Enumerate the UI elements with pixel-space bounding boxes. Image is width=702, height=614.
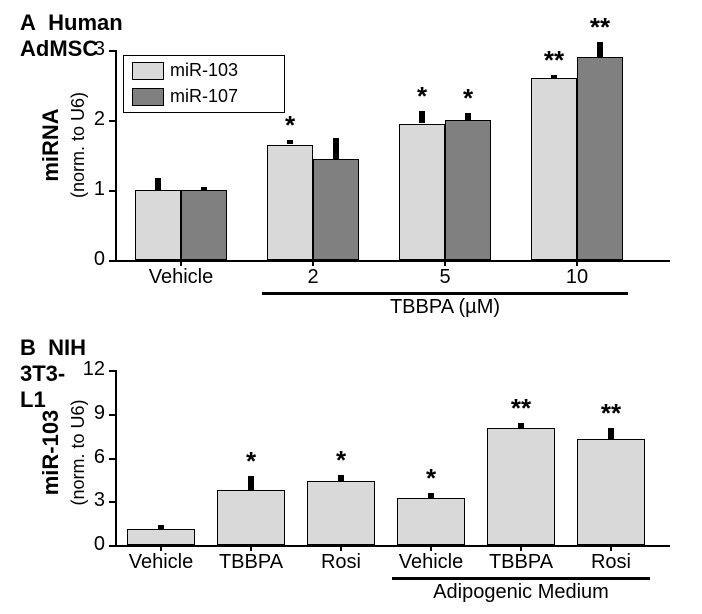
panel-b-ytick-label: 12 — [70, 358, 105, 381]
panel-a-bar — [577, 57, 623, 260]
panel-a-xtick-label: 2 — [263, 266, 363, 289]
panel-a-errbar — [597, 42, 603, 57]
panel-b-sig: * — [321, 445, 361, 476]
panel-b-x-axis — [115, 545, 670, 547]
panel-b-sig: ** — [591, 398, 631, 429]
panel-a-ytick-label: 1 — [75, 178, 105, 201]
panel-b-bar — [577, 439, 645, 545]
panel-a-errbar — [333, 138, 339, 159]
panel-a-errbar — [465, 113, 471, 120]
panel-b-group-line — [392, 577, 650, 580]
panel-a-ylabel-main: miRNA — [38, 108, 63, 181]
panel-b-bar — [127, 529, 195, 545]
panel-b-ytick-label: 9 — [70, 402, 105, 425]
panel-b-ytick-label: 0 — [70, 533, 105, 556]
panel-b-y-axis — [115, 370, 117, 545]
panel-a-xtick-label: 10 — [527, 266, 627, 289]
panel-b-ytick-mark — [109, 414, 115, 416]
panel-a-ylabel: miRNA (norm. to U6) — [38, 40, 90, 250]
panel-a-bar — [181, 190, 227, 260]
panel-b-ytick-mark — [109, 370, 115, 372]
panel-b-xtick-label: Vehicle — [386, 551, 476, 574]
panel-b-sig: * — [411, 463, 451, 494]
panel-a-sig: ** — [580, 12, 620, 43]
panel-b-sig: * — [231, 446, 271, 477]
panel-a-sig: * — [270, 110, 310, 141]
panel-b-errbar — [608, 428, 614, 438]
panel-b-bar — [217, 490, 285, 545]
panel-a-ytick-mark — [109, 120, 115, 122]
panel-a-bar — [135, 190, 181, 260]
panel-a-bar — [531, 78, 577, 260]
panel-a-ytick-label: 2 — [75, 108, 105, 131]
panel-a-ytick-label: 3 — [75, 38, 105, 61]
panel-a-group-line — [262, 292, 628, 295]
panel-a-errbar — [201, 187, 207, 191]
panel-b-letter: B — [20, 335, 36, 360]
panel-b-xtick-label: Vehicle — [116, 551, 206, 574]
panel-a-sig: * — [448, 83, 488, 114]
panel-a-ytick-mark — [109, 50, 115, 52]
panel-b-bar — [307, 481, 375, 545]
panel-b-xtick-label: TBBPA — [476, 551, 566, 574]
panel-a-x-axis — [115, 260, 670, 262]
panel-a-bar — [445, 120, 491, 260]
panel-b-ytick-label: 6 — [70, 446, 105, 469]
panel-a-ytick-mark — [109, 190, 115, 192]
panel-b-ytick-mark — [109, 501, 115, 503]
panel-a-bar — [267, 145, 313, 261]
legend-label: miR-107 — [170, 86, 238, 107]
panel-b-ytick-mark — [109, 458, 115, 460]
panel-b-xtick-label: TBBPA — [206, 551, 296, 574]
panel-b-ytick-label: 3 — [70, 489, 105, 512]
panel-a-errbar — [419, 111, 425, 124]
panel-a-xtick-label: 5 — [395, 266, 495, 289]
legend-label: miR-103 — [170, 60, 238, 81]
panel-b-bar — [397, 498, 465, 545]
panel-b-ytick-mark — [109, 545, 115, 547]
panel-a-bar — [399, 124, 445, 261]
panel-b-group-label: Adipogenic Medium — [392, 581, 650, 604]
panel-a-ytick-mark — [109, 260, 115, 262]
panel-a-errbar — [155, 178, 161, 190]
panel-a-ytick-label: 0 — [75, 248, 105, 271]
figure: A Human AdMSC miRNA (norm. to U6) 0123 *… — [0, 0, 702, 614]
panel-b-errbar — [248, 476, 254, 489]
panel-a-group-label: TBBPA (µM) — [262, 296, 628, 319]
legend-swatch — [132, 62, 164, 80]
panel-a-xtick-label: Vehicle — [131, 266, 231, 289]
panel-a-y-axis — [115, 50, 117, 260]
panel-b-ylabel-main: miR-103 — [38, 410, 63, 496]
legend-swatch — [132, 88, 164, 106]
panel-b-sig: ** — [501, 393, 541, 424]
panel-a-sig: ** — [534, 45, 574, 76]
panel-a-bar — [313, 159, 359, 261]
panel-b-errbar — [158, 525, 164, 529]
panel-b-bar — [487, 428, 555, 545]
panel-a-letter: A — [20, 10, 36, 35]
panel-a-legend: miR-103 miR-107 — [123, 55, 285, 113]
panel-b-xtick-label: Rosi — [566, 551, 656, 574]
panel-b-xtick-label: Rosi — [296, 551, 386, 574]
panel-a-sig: * — [402, 81, 442, 112]
